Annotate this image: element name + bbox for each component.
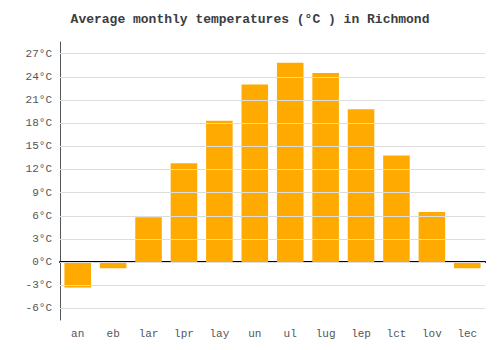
svg-text:ul: ul bbox=[284, 328, 297, 340]
svg-text:21°C: 21°C bbox=[26, 94, 53, 106]
svg-text:Average monthly temperatures (: Average monthly temperatures (°C ) in Ri… bbox=[71, 12, 430, 27]
svg-text:lay: lay bbox=[209, 328, 229, 340]
svg-text:15°C: 15°C bbox=[26, 140, 53, 152]
svg-text:18°C: 18°C bbox=[26, 117, 53, 129]
svg-text:lov: lov bbox=[422, 328, 442, 340]
svg-text:3°C: 3°C bbox=[32, 233, 52, 245]
svg-text:lar: lar bbox=[139, 328, 159, 340]
svg-text:lct: lct bbox=[387, 328, 407, 340]
svg-text:6°C: 6°C bbox=[32, 210, 52, 222]
svg-text:un: un bbox=[248, 328, 261, 340]
svg-text:lpr: lpr bbox=[174, 328, 194, 340]
svg-text:lep: lep bbox=[351, 328, 371, 340]
svg-text:9°C: 9°C bbox=[32, 187, 52, 199]
svg-text:lug: lug bbox=[316, 328, 336, 340]
svg-text:12°C: 12°C bbox=[26, 163, 53, 175]
svg-text:an: an bbox=[71, 328, 84, 340]
svg-text:lec: lec bbox=[457, 328, 477, 340]
svg-text:-3°C: -3°C bbox=[26, 279, 53, 291]
svg-text:-6°C: -6°C bbox=[26, 302, 53, 314]
svg-text:27°C: 27°C bbox=[26, 48, 53, 60]
svg-text:24°C: 24°C bbox=[26, 71, 53, 83]
svg-text:eb: eb bbox=[107, 328, 120, 340]
svg-text:0°C: 0°C bbox=[32, 256, 52, 268]
